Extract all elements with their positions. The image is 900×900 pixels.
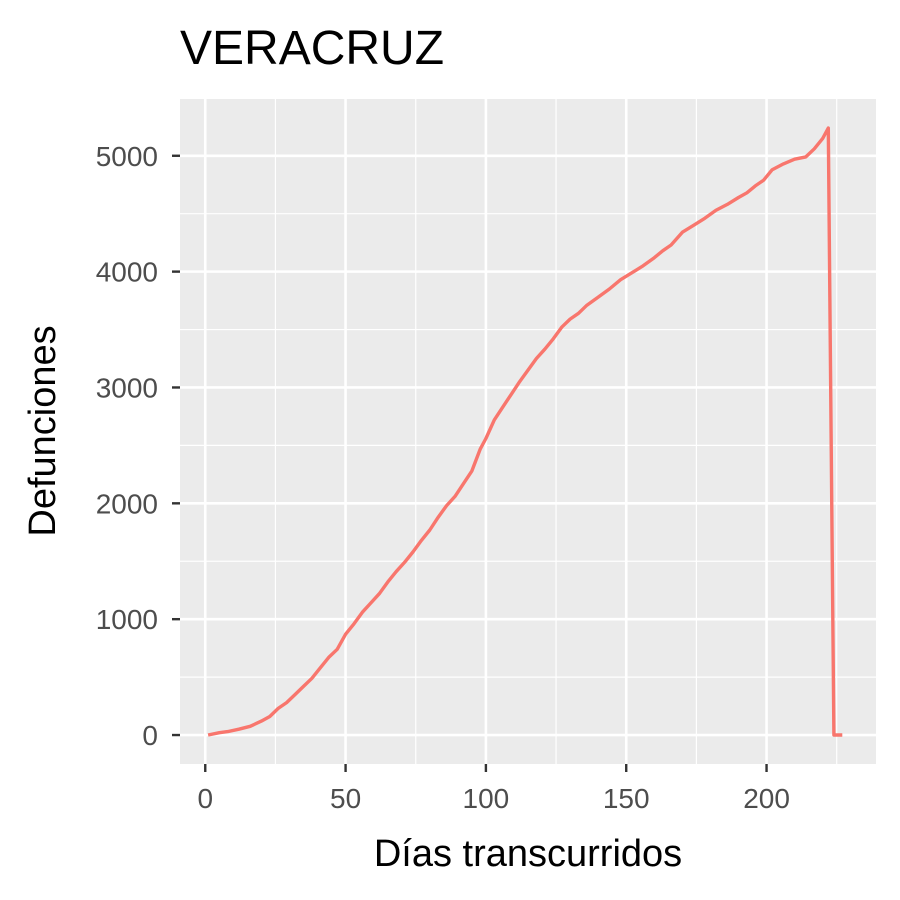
x-tick-label: 0 [197, 783, 213, 814]
y-axis-title: Defunciones [22, 325, 64, 536]
minor-gridlines [180, 99, 876, 764]
x-tick-label: 150 [603, 783, 650, 814]
y-tick-label: 2000 [96, 488, 158, 519]
series-layer [207, 126, 843, 737]
chart-title: VERACRUZ [180, 22, 444, 75]
x-axis-title: Días transcurridos [374, 833, 682, 875]
y-tick-label: 4000 [96, 257, 158, 288]
y-tick-label: 3000 [96, 372, 158, 403]
major-gridlines [180, 99, 876, 764]
x-tick-label: 50 [330, 783, 361, 814]
x-tick-label: 200 [743, 783, 790, 814]
y-tick-label: 0 [142, 720, 158, 751]
y-tick-label: 1000 [96, 604, 158, 635]
plot-panel [180, 99, 876, 764]
y-tick-label: 5000 [96, 141, 158, 172]
series-line [207, 126, 843, 737]
x-tick-label: 100 [463, 783, 510, 814]
